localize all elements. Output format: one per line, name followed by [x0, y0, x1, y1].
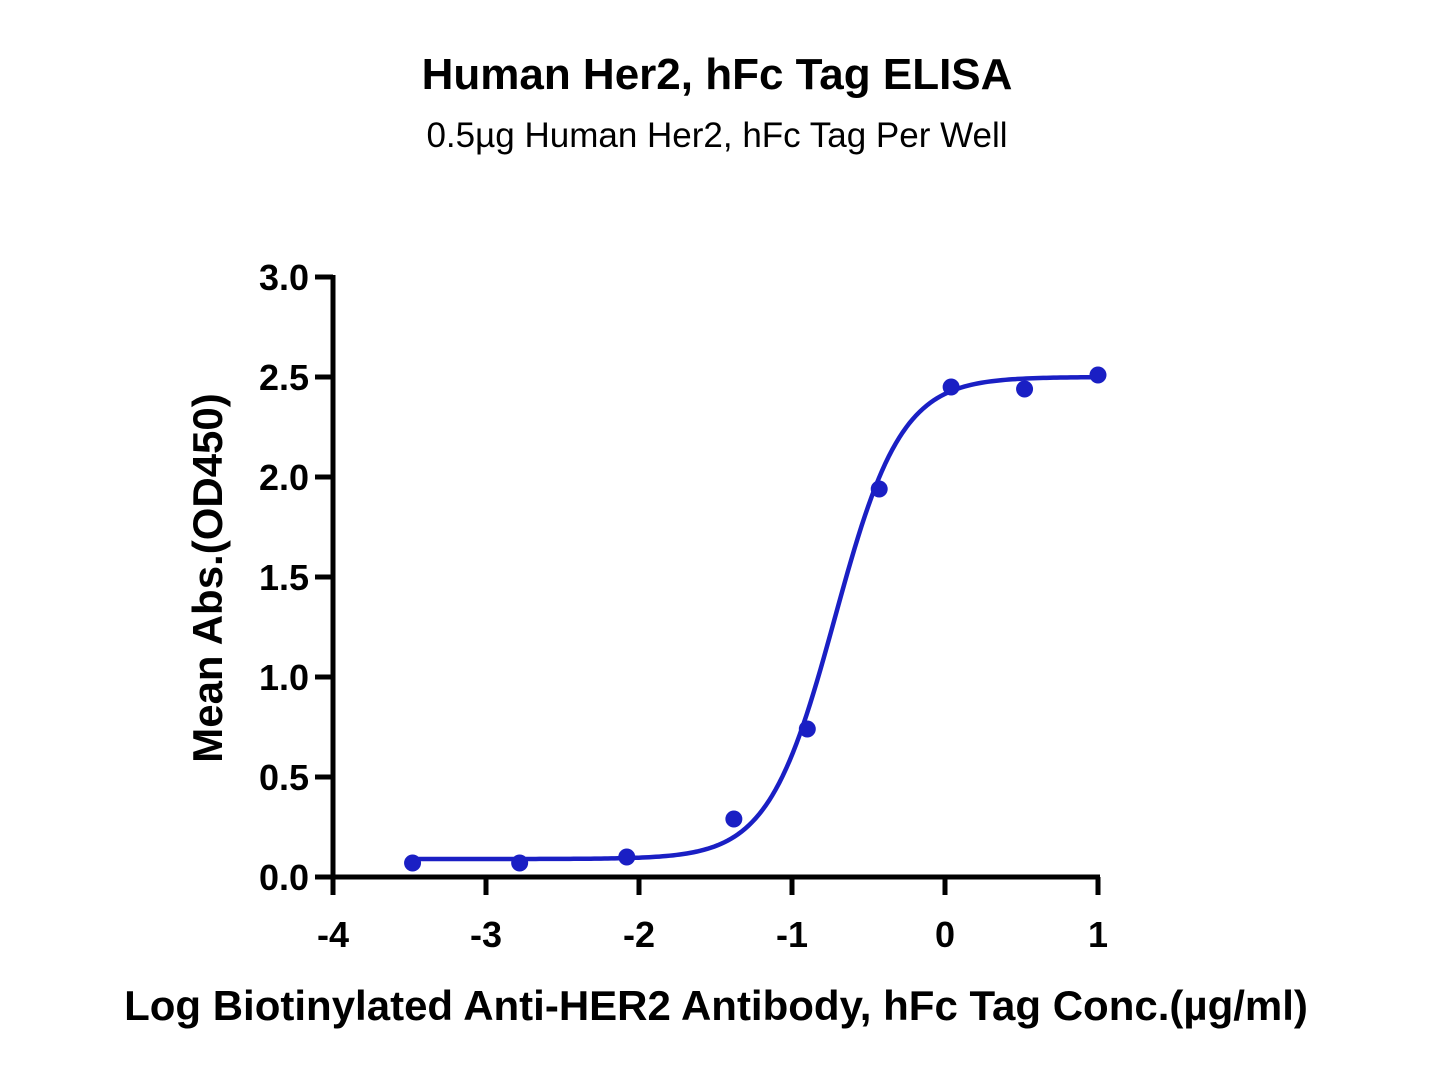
data-point	[870, 480, 888, 498]
x-tick-label: 1	[1088, 914, 1108, 955]
chart-title: Human Her2, hFc Tag ELISA	[421, 50, 1013, 99]
data-point	[798, 720, 816, 738]
y-tick-label: 2.5	[259, 357, 309, 398]
y-tick-label: 1.5	[259, 557, 309, 598]
x-tick-label: -2	[623, 914, 655, 955]
y-tick-label: 2.0	[259, 457, 309, 498]
x-axis-title: Log Biotinylated Anti-HER2 Antibody, hFc…	[124, 982, 1308, 1029]
data-point	[618, 848, 636, 866]
data-point	[725, 810, 743, 828]
data-point	[1089, 366, 1107, 384]
x-tick-label: -1	[776, 914, 808, 955]
data-point	[942, 378, 960, 396]
data-point	[1016, 380, 1034, 398]
axes: 0.0 0.5 1.0 1.5 2.0 2.5 3.0 -4 -3 -2 -1 0 1	[259, 257, 1108, 955]
y-tick-label: 1.0	[259, 657, 309, 698]
fit-curve-layer	[412, 374, 1099, 862]
y-tick-label: 0.0	[259, 857, 309, 898]
data-point	[404, 854, 422, 872]
x-tick-label: -3	[470, 914, 502, 955]
y-axis-title: Mean Abs.(OD450)	[184, 393, 231, 763]
data-point	[511, 854, 529, 872]
x-tick-label: 0	[935, 914, 955, 955]
chart-subtitle: 0.5µg Human Her2, hFc Tag Per Well	[426, 116, 1008, 155]
x-tick-label: -4	[317, 914, 349, 955]
y-tick-label: 0.5	[259, 757, 309, 798]
data-points-layer	[404, 366, 1107, 872]
fit-curve	[412, 374, 1099, 862]
y-tick-label: 3.0	[259, 257, 309, 298]
